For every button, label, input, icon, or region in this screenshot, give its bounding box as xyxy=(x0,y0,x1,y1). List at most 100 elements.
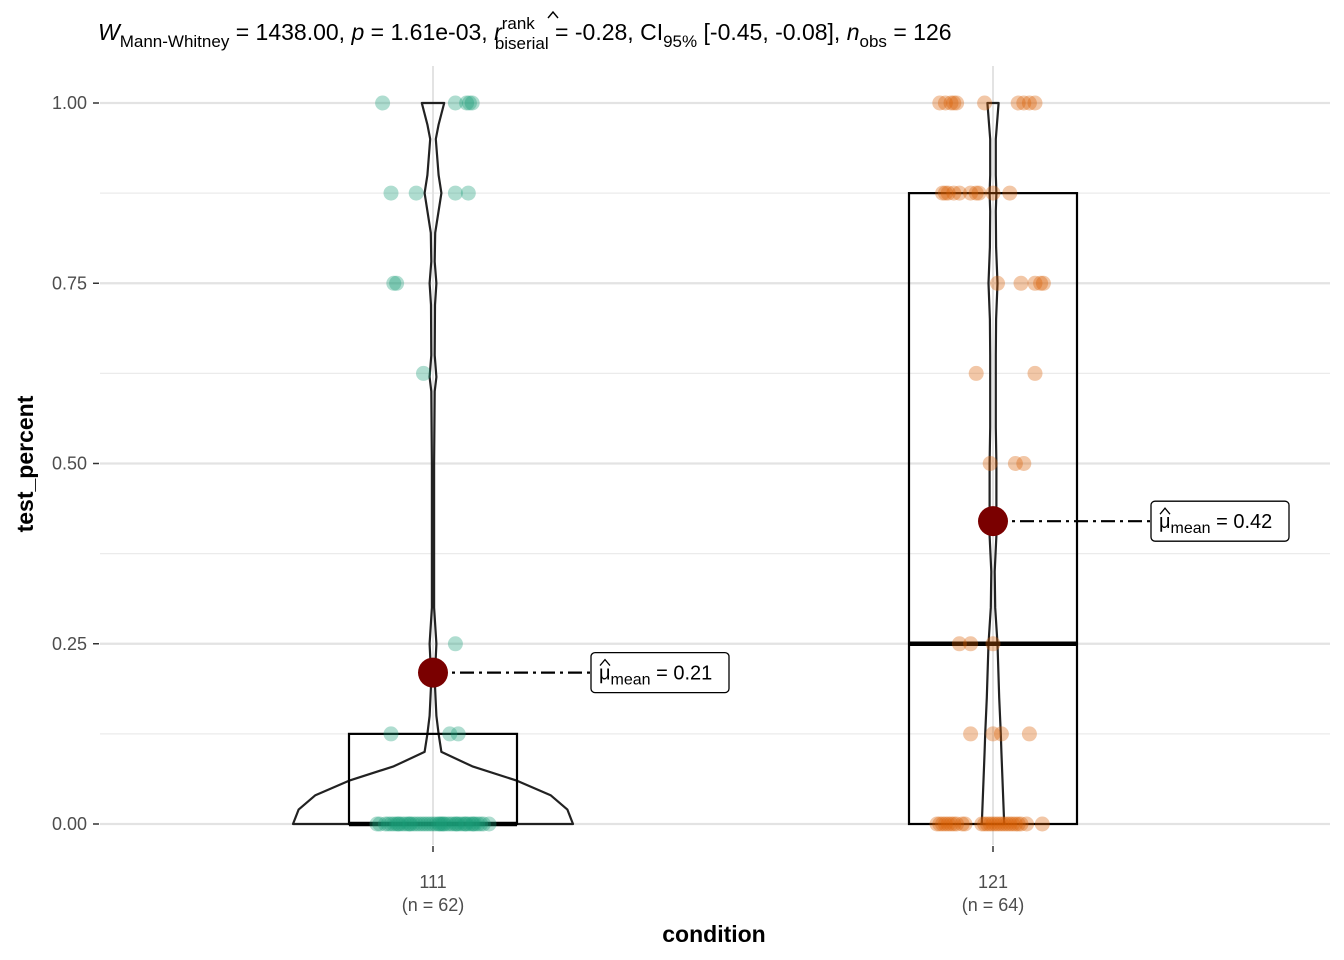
group-121-point xyxy=(940,185,956,201)
group-121-point xyxy=(990,275,1005,291)
group-111-point xyxy=(386,816,402,832)
group-111-point xyxy=(470,816,486,832)
group-111-point xyxy=(460,185,476,201)
group-121-point xyxy=(949,816,965,832)
group-121-point xyxy=(1027,275,1043,291)
group-111-mean-label: μmean = 0.21 xyxy=(599,663,712,689)
group-121-point xyxy=(943,95,959,111)
group-121-point xyxy=(949,95,965,111)
group-121-point xyxy=(951,185,967,201)
group-111-point xyxy=(428,816,444,832)
mean-markers: μmean = 0.21 μmean = 0.42 xyxy=(418,500,1290,694)
group-121-point xyxy=(996,816,1012,832)
group-121-point xyxy=(957,816,973,832)
group-111-point xyxy=(447,636,463,652)
y-tick-label: 0.50 xyxy=(52,454,87,474)
group-121-point xyxy=(963,185,979,201)
x-tick-label: 121 xyxy=(978,872,1008,892)
group-111-point xyxy=(400,816,416,832)
data-points xyxy=(369,95,1051,832)
x-axis: 111 (n = 62) 121 (n = 64) xyxy=(402,846,1025,915)
group-111-mean-hat xyxy=(599,658,611,667)
group-111-point xyxy=(432,816,448,832)
group-121-point xyxy=(1035,275,1051,291)
group-121-point xyxy=(1013,275,1029,291)
group-121-point xyxy=(982,816,998,832)
group-111-point xyxy=(377,816,393,832)
y-tick-label: 0.25 xyxy=(52,634,87,654)
group-111-point xyxy=(464,95,480,111)
group-111-point xyxy=(419,816,435,832)
group-121-point xyxy=(963,636,979,652)
group-121-point xyxy=(1010,816,1026,832)
group-111-point xyxy=(464,816,480,832)
group-121-point xyxy=(937,816,953,832)
group-111-point xyxy=(461,95,477,111)
group-121-point xyxy=(1010,95,1026,111)
group-111-point xyxy=(459,816,475,832)
group-121-point xyxy=(946,95,962,111)
group-111-point xyxy=(389,275,405,291)
x-tick-n-label: (n = 64) xyxy=(962,895,1025,915)
chart-subtitle: WMann-Whitney = 1438.00, p = 1.61e-03, r… xyxy=(98,14,952,53)
group-121-mean-label: μmean = 0.42 xyxy=(1159,511,1272,537)
group-121-point xyxy=(1019,816,1035,832)
group-121-point xyxy=(1016,456,1032,471)
group-111-point xyxy=(380,816,396,832)
grid-lines xyxy=(100,66,1330,845)
group-121-point xyxy=(937,95,953,111)
group-111-mean-point xyxy=(418,657,448,688)
group-111-point xyxy=(383,726,399,742)
boxplots xyxy=(347,192,1079,827)
group-121-point xyxy=(1016,95,1032,111)
y-axis-title: test_percent xyxy=(12,395,38,532)
group-121-violin xyxy=(980,101,1006,826)
group-111-point xyxy=(465,816,481,832)
group-121-point xyxy=(968,365,984,381)
group-111-point xyxy=(461,816,477,832)
group-121-point xyxy=(999,816,1015,832)
group-111-point xyxy=(414,816,430,832)
group-111-point xyxy=(453,816,469,832)
group-111-point xyxy=(458,816,473,832)
y-axis: 0.00 0.25 0.50 0.75 1.00 xyxy=(52,93,99,834)
group-111-point xyxy=(402,816,417,832)
group-111-point xyxy=(447,816,463,832)
group-111-point xyxy=(447,185,463,201)
group-121-point xyxy=(1033,275,1049,291)
group-111-point xyxy=(375,95,391,111)
group-111-point xyxy=(442,726,458,742)
group-121-point xyxy=(988,816,1004,832)
group-121-point xyxy=(991,816,1007,832)
x-axis-title: condition xyxy=(662,921,765,947)
group-111-point xyxy=(369,816,385,832)
group-121-point xyxy=(982,456,998,471)
group-121-point xyxy=(1034,816,1050,832)
group-121-mean-label-box xyxy=(1150,500,1290,542)
group-121-box xyxy=(907,192,1079,826)
group-111-point xyxy=(391,816,407,832)
group-121-mean-hat xyxy=(1159,507,1171,515)
group-111-point xyxy=(383,816,399,832)
group-111-point xyxy=(372,816,388,832)
group-121-point xyxy=(993,726,1009,742)
group-121-point xyxy=(929,816,945,832)
group-121-point xyxy=(979,816,995,832)
group-111-point xyxy=(403,816,419,832)
group-121-point xyxy=(1002,816,1018,832)
group-111-point xyxy=(445,816,461,832)
group-121-point xyxy=(951,636,967,652)
group-121-point xyxy=(1002,185,1018,201)
group-111-point xyxy=(394,816,410,832)
group-111-point xyxy=(475,816,491,832)
group-111-point xyxy=(417,816,433,832)
group-121-point xyxy=(1005,816,1021,832)
group-121-point xyxy=(1013,816,1029,832)
group-121-point xyxy=(1021,95,1037,111)
y-tick-label: 1.00 xyxy=(52,93,87,113)
group-121-mean-point xyxy=(978,506,1008,537)
y-tick-label: 0.75 xyxy=(52,273,87,293)
group-111-point xyxy=(459,95,475,111)
group-111-point xyxy=(431,816,447,832)
